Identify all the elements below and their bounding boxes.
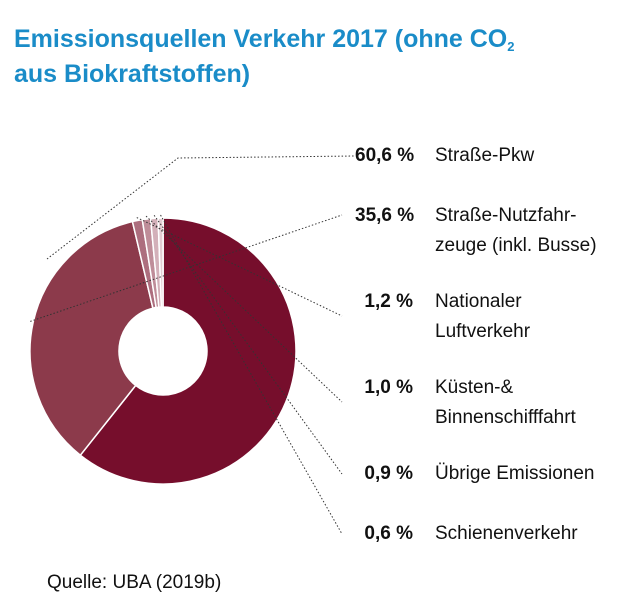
data-label: 1,0 % (364, 377, 413, 398)
slice-0 (79, 217, 297, 485)
slice-1 (29, 220, 154, 457)
leader-line-3 (145, 215, 343, 403)
chart-title: Emissionsquellen Verkehr 2017 (ohne CO2 a… (14, 25, 515, 88)
slice-label: Straße-Nutzfahr-zeuge (inkl. Busse) (435, 205, 597, 256)
data-label: 0,9 % (364, 463, 413, 484)
data-label: 0,6 % (364, 523, 413, 544)
leader-line-0 (46, 155, 356, 260)
slice-label: Nationaler Luftverkehr (435, 291, 531, 342)
data-label: 1,2 % (364, 291, 413, 312)
leader-line-5 (160, 214, 343, 535)
leader-line-2 (136, 217, 343, 317)
slice-label: Schienenverkehr (435, 523, 578, 544)
data-label: 35,6 % (355, 205, 415, 226)
leader-line-1 (30, 214, 343, 322)
slice-label: Übrige Emissionen (435, 463, 595, 484)
source-note: Quelle: UBA (2019b) (47, 572, 222, 593)
slice-label: Straße-Pkw (435, 145, 535, 166)
slice-label: Küsten-& Binnenschifffahrt (435, 377, 576, 428)
slice-5 (157, 217, 164, 308)
data-label: 60,6 % (355, 145, 415, 166)
